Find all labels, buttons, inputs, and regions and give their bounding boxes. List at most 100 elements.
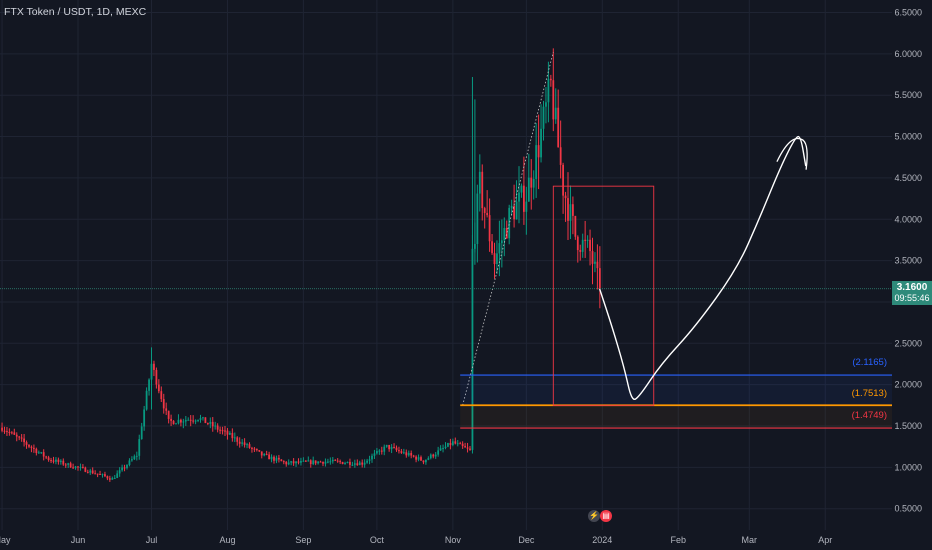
candle-body bbox=[513, 205, 515, 220]
candle-body bbox=[253, 448, 256, 450]
candle-body bbox=[285, 461, 288, 465]
candle-body bbox=[118, 470, 121, 474]
candle-body bbox=[135, 455, 138, 457]
candle-body bbox=[231, 433, 234, 439]
candle-body bbox=[331, 459, 334, 462]
candle-body bbox=[233, 437, 236, 439]
candle-body bbox=[295, 461, 297, 464]
candle-body bbox=[346, 461, 349, 464]
candle-body bbox=[138, 439, 141, 456]
candle-body bbox=[50, 460, 52, 462]
candle-body bbox=[72, 467, 74, 469]
candle-body bbox=[140, 426, 143, 440]
candle-body bbox=[307, 460, 310, 462]
candle-body bbox=[206, 423, 209, 425]
candle-body bbox=[500, 240, 503, 244]
x-tick-label: Apr bbox=[818, 535, 832, 545]
candle-body bbox=[216, 425, 219, 430]
candle-body bbox=[241, 442, 244, 444]
candle-body bbox=[523, 185, 525, 212]
candle-body bbox=[535, 145, 538, 179]
candle-body bbox=[398, 450, 400, 452]
drawn-rectangle[interactable] bbox=[552, 185, 655, 406]
candle-body bbox=[280, 459, 283, 462]
candle-body bbox=[339, 461, 342, 463]
candle-body bbox=[466, 447, 469, 449]
candle-body bbox=[486, 213, 489, 216]
candle-body bbox=[496, 253, 498, 265]
candle-body bbox=[121, 467, 123, 471]
candle-body bbox=[547, 78, 550, 103]
candle-body bbox=[157, 384, 160, 392]
bar-countdown: 09:55:46 bbox=[894, 293, 930, 303]
ticker-title[interactable]: FTX Token / USDT, 1D, MEXC bbox=[4, 6, 147, 18]
candle-body bbox=[91, 470, 94, 474]
candle-body bbox=[258, 450, 261, 452]
candle-body bbox=[449, 442, 452, 446]
y-tick-label: 5.5000 bbox=[894, 90, 922, 100]
candle-body bbox=[422, 460, 425, 463]
candle-body bbox=[537, 145, 540, 158]
candle-body bbox=[567, 198, 569, 221]
candle-body bbox=[442, 447, 444, 449]
candle-body bbox=[447, 442, 449, 447]
candle-body bbox=[89, 470, 92, 473]
candle-body bbox=[420, 457, 422, 461]
candle-body bbox=[6, 431, 8, 433]
us-flag-icon[interactable]: ▤ bbox=[600, 510, 612, 522]
candle-body bbox=[15, 434, 18, 437]
candle-body bbox=[297, 461, 300, 463]
candle-body bbox=[45, 456, 48, 458]
candle-body bbox=[373, 453, 376, 456]
candle-body bbox=[84, 467, 87, 472]
candle-body bbox=[116, 473, 119, 478]
candle-body bbox=[434, 454, 437, 457]
y-tick-label: 2.5000 bbox=[894, 338, 922, 348]
candle-body bbox=[153, 363, 155, 370]
candle-body bbox=[167, 410, 170, 419]
candle-body bbox=[287, 462, 290, 465]
candle-body bbox=[515, 201, 518, 220]
candle-body bbox=[189, 419, 192, 421]
y-tick-label: 5.0000 bbox=[894, 132, 922, 142]
candle-body bbox=[170, 418, 172, 421]
trend-line[interactable] bbox=[462, 52, 554, 406]
candle-body bbox=[101, 474, 104, 476]
candle-body bbox=[385, 444, 388, 447]
candle-body bbox=[459, 443, 462, 445]
lightning-icon[interactable]: ⚡ bbox=[588, 510, 600, 522]
candle-body bbox=[361, 462, 364, 465]
candle-body bbox=[74, 466, 77, 469]
candle-body bbox=[584, 239, 587, 241]
candle-body bbox=[594, 261, 596, 264]
candle-body bbox=[42, 452, 45, 457]
level-label-blue: (2.1165) bbox=[852, 357, 887, 368]
candle-body bbox=[278, 457, 280, 460]
x-tick-label: Mar bbox=[742, 535, 758, 545]
candle-body bbox=[104, 474, 106, 477]
candle-body bbox=[542, 106, 545, 129]
candle-body bbox=[483, 208, 486, 214]
candle-body bbox=[309, 460, 312, 465]
candle-body bbox=[407, 453, 410, 456]
candle-body bbox=[28, 444, 30, 447]
candle-body bbox=[540, 128, 542, 158]
candle-body bbox=[378, 450, 381, 452]
candle-body bbox=[393, 446, 395, 448]
candle-body bbox=[236, 437, 239, 442]
candle-body bbox=[145, 390, 148, 410]
candle-body bbox=[456, 443, 459, 445]
candle-body bbox=[108, 478, 111, 480]
projection-path[interactable] bbox=[599, 135, 807, 401]
candle-body bbox=[69, 463, 72, 468]
candle-body bbox=[478, 171, 481, 194]
y-tick-label: 2.0000 bbox=[894, 380, 922, 390]
current-price-badge: 3.1600 09:55:46 bbox=[892, 281, 932, 305]
candle-body bbox=[569, 204, 572, 221]
candle-body bbox=[37, 452, 40, 454]
candle-body bbox=[94, 473, 97, 475]
candle-body bbox=[35, 448, 38, 454]
level-label-red: (1.4749) bbox=[851, 410, 887, 421]
candle-body bbox=[444, 446, 447, 448]
